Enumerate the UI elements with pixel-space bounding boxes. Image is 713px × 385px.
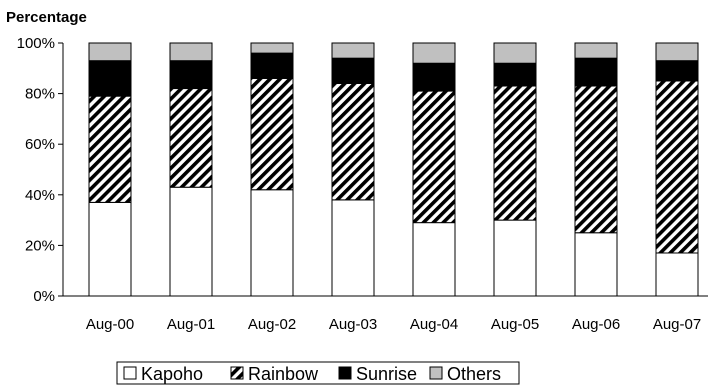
y-tick-label: 100% — [17, 35, 55, 52]
bar-segment-kapoho — [250, 189, 294, 297]
legend: Kapoho Rainbow Sunrise Others — [116, 361, 520, 385]
bar-segment-sunrise — [88, 60, 132, 97]
x-tick-label: Aug-01 — [167, 316, 215, 333]
y-axis-title: Percentage — [6, 9, 87, 26]
x-tick-label: Aug-02 — [248, 316, 296, 333]
x-tick-label: Aug-07 — [653, 316, 701, 333]
bar-segment-kapoho — [412, 222, 456, 297]
y-tick-label: 0% — [33, 288, 55, 305]
legend-box — [116, 361, 520, 385]
x-tick-label: Aug-03 — [329, 316, 377, 333]
bar-segment-kapoho — [655, 252, 699, 297]
bar-segment-others — [655, 42, 699, 62]
bar-segment-others — [412, 42, 456, 64]
legend-swatch-kapoho — [123, 366, 137, 380]
legend-swatch-rainbow — [230, 366, 244, 380]
bar-segment-others — [574, 42, 618, 59]
x-tick-label: Aug-06 — [572, 316, 620, 333]
x-tick-label: Aug-04 — [410, 316, 458, 333]
bar-segment-rainbow — [169, 88, 213, 188]
bar-segment-others — [250, 42, 294, 54]
y-tick-label: 40% — [25, 187, 55, 204]
bar-segment-kapoho — [169, 186, 213, 297]
bar-segment-sunrise — [574, 57, 618, 87]
bar-segment-sunrise — [412, 62, 456, 92]
bar-segment-others — [88, 42, 132, 62]
bar-segment-rainbow — [331, 82, 375, 201]
bar-segment-rainbow — [412, 90, 456, 224]
bar-segment-others — [331, 42, 375, 59]
bar-segment-kapoho — [88, 201, 132, 297]
y-tick-label: 60% — [25, 136, 55, 153]
y-tick-label: 80% — [25, 86, 55, 103]
x-tick-label: Aug-05 — [491, 316, 539, 333]
legend-swatch-sunrise — [338, 366, 352, 380]
legend-label-rainbow: Rainbow — [248, 364, 319, 384]
legend-swatch-others — [429, 366, 443, 380]
bar-segment-rainbow — [655, 80, 699, 254]
bar-segment-others — [493, 42, 537, 64]
legend-label-kapoho: Kapoho — [141, 364, 203, 384]
bar-segment-others — [169, 42, 213, 62]
plot-area: 0% 20% 40% 60% 80% 100% Aug-00 Aug-01 Aug-02 Aug-… — [17, 35, 708, 333]
legend-label-others: Others — [447, 364, 501, 384]
bar-segment-sunrise — [331, 57, 375, 84]
bar-segment-kapoho — [574, 232, 618, 297]
bar-segment-sunrise — [169, 60, 213, 90]
y-tick-label: 20% — [25, 237, 55, 254]
bar-segment-rainbow — [250, 77, 294, 191]
bar-segment-rainbow — [574, 85, 618, 234]
bar-segment-rainbow — [88, 95, 132, 203]
bar-segment-sunrise — [655, 60, 699, 82]
bar-segment-sunrise — [250, 52, 294, 79]
x-tick-label: Aug-00 — [86, 316, 134, 333]
bar-segment-rainbow — [493, 85, 537, 221]
bar-segment-kapoho — [331, 199, 375, 297]
bar-segment-sunrise — [493, 62, 537, 87]
legend-label-sunrise: Sunrise — [356, 364, 417, 384]
bar-segment-kapoho — [493, 219, 537, 297]
